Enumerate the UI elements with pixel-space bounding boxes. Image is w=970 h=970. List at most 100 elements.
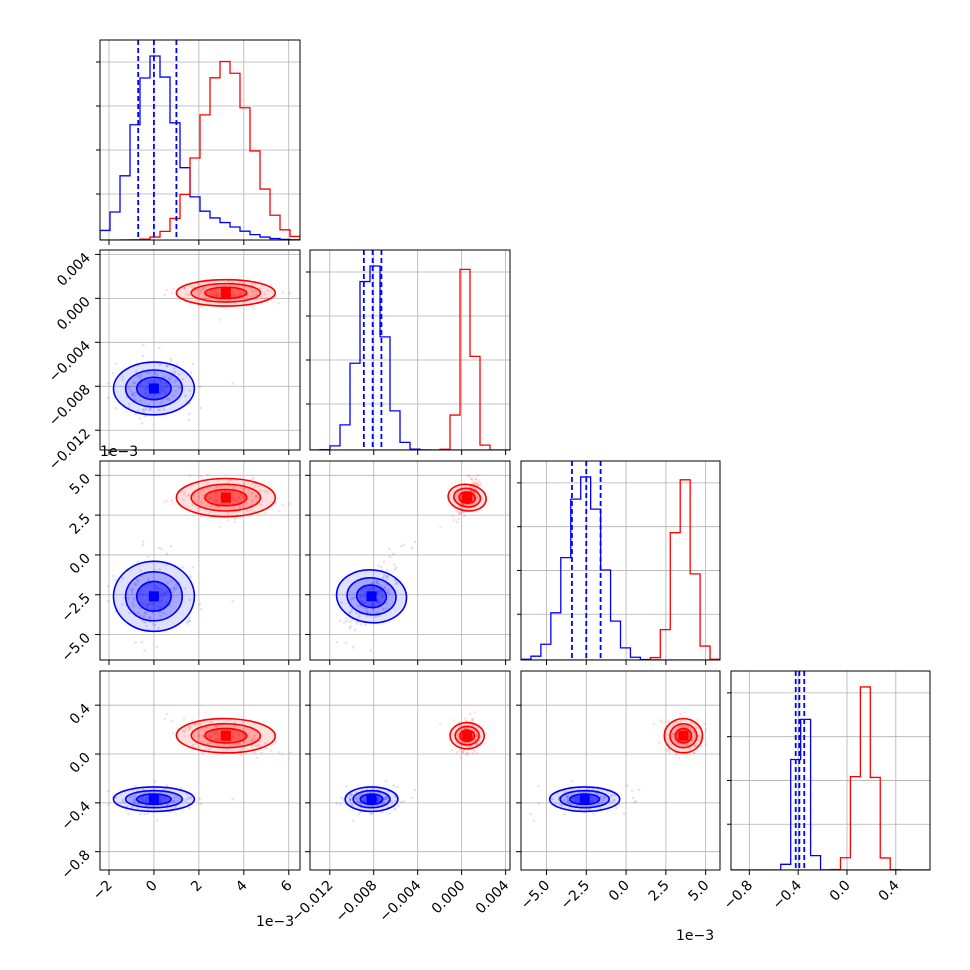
scatter-point [204,503,208,507]
scatter-point [176,362,179,366]
scatter-point [468,485,472,488]
scatter-point [121,603,124,607]
scatter-point [182,493,186,496]
scatter-point [161,611,165,614]
scatter-point [201,477,205,481]
scatter-point [156,626,160,630]
panel-frame [520,670,721,871]
scatter-point [348,799,352,803]
scatter-point [143,649,146,652]
scatter-point [335,640,339,644]
scatter-point [233,520,237,524]
x-tick-label: 4 [233,877,251,895]
scatter-point [471,718,474,722]
scatter-point [146,796,150,800]
scatter-point [142,408,145,411]
scatter-point [160,598,163,602]
scatter-point [372,603,375,607]
scatter-point [169,357,173,361]
scatter-point [188,402,191,405]
scatter-point [155,585,159,589]
scatter-point [615,806,618,810]
scatter-point [107,803,110,806]
panel-1-1 [96,39,301,245]
y-tick-label: −0.004 [46,338,94,386]
scatter-point [172,287,175,291]
scatter-point [199,406,203,410]
scatter-point [232,735,236,739]
scatter-point [220,485,223,488]
scatter-point [238,293,242,296]
scatter-point [256,484,260,488]
scatter-point [385,574,389,578]
scatter-point [139,569,142,572]
scatter-point [344,616,348,620]
scatter-point [356,604,360,608]
scatter-point [134,370,138,374]
scatter-point [251,738,254,741]
scatter-point [657,741,661,744]
scatter-point [218,738,222,741]
scatter-point [281,291,284,294]
scatter-point [338,619,342,623]
scatter-point [189,371,193,374]
scatter-point [139,812,142,816]
scatter-point [144,387,148,390]
scatter-point [263,742,267,745]
scatter-point [178,797,181,801]
scatter-point [670,735,674,739]
scatter-point [173,588,177,591]
scatter-point [166,590,170,594]
scatter-point [134,583,138,586]
scatter-point [399,800,403,804]
scatter-point [175,586,179,589]
scatter-point [376,798,379,802]
scatter-point [170,719,174,723]
scatter-point [199,802,203,806]
y-tick-label: 0.000 [54,294,94,334]
scatter-point [167,377,170,380]
scatter-point [356,800,360,804]
scatter-point [133,583,137,587]
scatter-point [464,507,467,510]
scatter-point [348,611,352,615]
scatter-point [163,797,166,800]
scatter-point [349,798,352,802]
scatter-point [251,739,255,743]
scatter-point [377,590,380,593]
scatter-point [537,784,540,788]
scatter-point [191,362,195,366]
scatter-point [590,799,594,803]
scatter-point [402,543,406,547]
scatter-point [214,738,217,742]
scatter-point [590,795,593,799]
scatter-point [187,493,191,497]
scatter-point [209,741,213,744]
scatter-point [692,751,696,755]
scatter-point [215,499,219,502]
scatter-point [162,375,166,379]
scatter-point [687,732,691,735]
panel-inner [100,671,300,870]
scatter-point [135,578,139,582]
scatter-point [197,732,200,736]
scatter-point [573,795,577,799]
x-tick-label: 0.4 [876,877,903,904]
scatter-point [183,734,186,738]
scatter-point [216,485,219,489]
scatter-point [214,733,218,736]
scatter-point [173,380,177,383]
scatter-point [255,298,259,301]
panel-frame [309,670,511,871]
density-peak-series-2 [220,492,231,503]
scatter-point [184,394,187,398]
scatter-point [159,380,163,383]
density-peak-series-1 [579,794,590,805]
scatter-point [458,512,462,516]
scatter-point [148,408,152,411]
scatter-point [232,507,236,511]
scatter-point [260,751,263,754]
scatter-point [187,493,191,497]
scatter-point [613,793,617,797]
scatter-point [609,800,612,804]
